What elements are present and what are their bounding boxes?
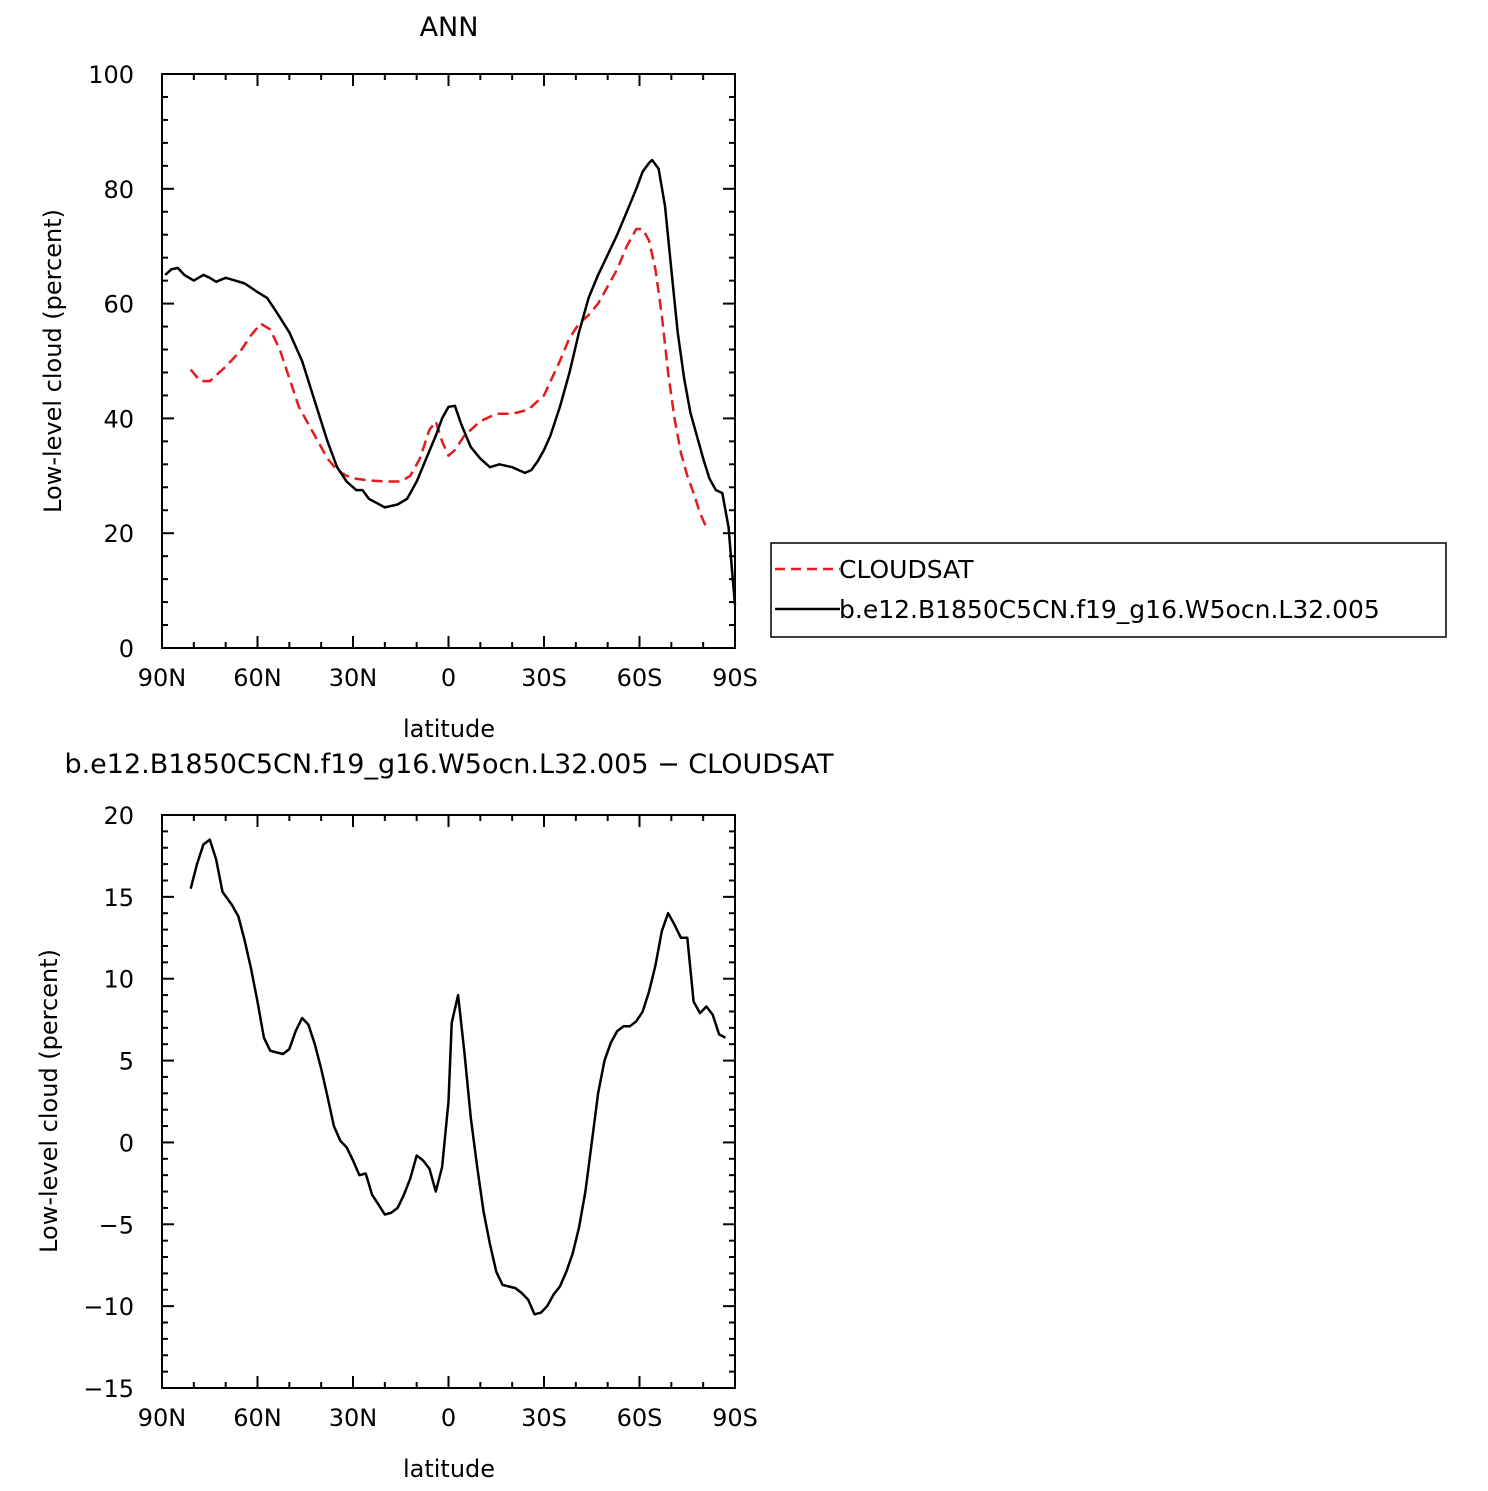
- bottom-x-tick-label: 30N: [329, 1404, 378, 1432]
- bottom-y-tick-label: 10: [103, 966, 134, 994]
- top-y-axis-label: Low-level cloud (percent): [39, 209, 67, 513]
- top-x-tick-label: 90N: [138, 664, 187, 692]
- top-series-line-1: [164, 158, 737, 606]
- legend: CLOUDSAT b.e12.B1850C5CN.f19_g16.W5ocn.L…: [770, 542, 1447, 638]
- top-chart-title: ANN: [420, 12, 479, 43]
- top-x-tick-label: 60N: [233, 664, 282, 692]
- top-series-line-0: [189, 227, 708, 529]
- bottom-series-group: [189, 838, 726, 1316]
- legend-label-cloudsat: CLOUDSAT: [839, 555, 974, 584]
- legend-label-model: b.e12.B1850C5CN.f19_g16.W5ocn.L32.005: [839, 595, 1380, 624]
- bottom-y-tick-label: −5: [99, 1211, 134, 1239]
- top-x-tick-label: 30S: [521, 664, 567, 692]
- top-x-axis-label: latitude: [403, 715, 495, 743]
- top-x-tick-label: 60S: [617, 664, 663, 692]
- bottom-x-ticks: 90N 60N 30N 0 30S 60S 90S: [138, 815, 758, 1432]
- bottom-x-tick-label: 90N: [138, 1404, 187, 1432]
- top-y-tick-label: 40: [103, 405, 134, 433]
- top-series-group: [164, 158, 737, 606]
- legend-box: [770, 542, 1447, 638]
- top-x-tick-label: 0: [441, 664, 456, 692]
- bottom-y-tick-label: 20: [103, 802, 134, 830]
- top-x-ticks: 90N 60N 30N 0 30S 60S 90S: [138, 74, 758, 692]
- bottom-x-tick-label: 90S: [712, 1404, 758, 1432]
- top-x-tick-label: 30N: [329, 664, 378, 692]
- bottom-y-tick-label: −10: [83, 1293, 134, 1321]
- bottom-x-tick-label: 60N: [233, 1404, 282, 1432]
- bottom-chart-title: b.e12.B1850C5CN.f19_g16.W5ocn.L32.005 − …: [64, 749, 834, 780]
- top-y-tick-label: 0: [119, 635, 134, 663]
- bottom-y-ticks: −15 −10 −5 0 5 10 15 20: [83, 802, 735, 1403]
- top-y-tick-label: 80: [103, 176, 134, 204]
- bottom-x-axis-label: latitude: [403, 1455, 495, 1483]
- bottom-x-tick-label: 0: [441, 1404, 456, 1432]
- top-y-tick-label: 60: [103, 291, 134, 319]
- top-panel: ANN 90N 60N 30N 0 30S 60S 90S 0 20 40 60 80 100 lat…: [39, 12, 758, 743]
- bottom-y-axis-label: Low-level cloud (percent): [35, 949, 63, 1253]
- bottom-x-tick-label: 60S: [617, 1404, 663, 1432]
- top-y-tick-label: 100: [88, 61, 134, 89]
- top-y-ticks: 0 20 40 60 80 100: [88, 61, 735, 663]
- bottom-series-line-0: [189, 838, 726, 1316]
- bottom-y-tick-label: −15: [83, 1375, 134, 1403]
- bottom-y-tick-label: 5: [119, 1048, 134, 1076]
- top-x-tick-label: 90S: [712, 664, 758, 692]
- top-plot-frame: [161, 73, 736, 649]
- bottom-y-tick-label: 15: [103, 884, 134, 912]
- bottom-x-tick-label: 30S: [521, 1404, 567, 1432]
- top-y-tick-label: 20: [103, 520, 134, 548]
- bottom-y-tick-label: 0: [119, 1129, 134, 1157]
- bottom-panel: b.e12.B1850C5CN.f19_g16.W5ocn.L32.005 − …: [35, 749, 834, 1483]
